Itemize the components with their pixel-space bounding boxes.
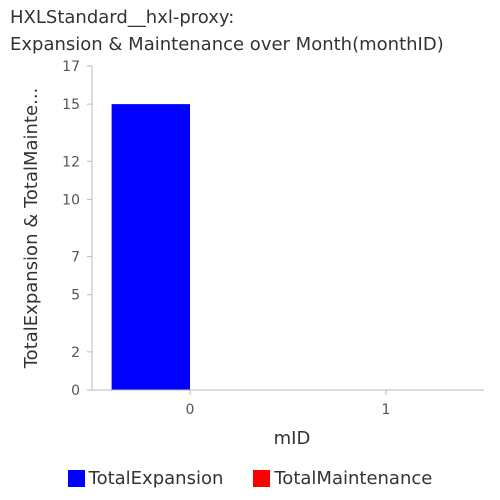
x-axis-title: mID — [274, 428, 311, 449]
legend: TotalExpansion TotalMaintenance — [0, 465, 500, 491]
legend-swatch-total-expansion — [67, 469, 85, 487]
y-tick-label: 15 — [62, 97, 80, 113]
y-tick-label: 0 — [71, 383, 80, 399]
legend-item-total-expansion[interactable]: TotalExpansion — [67, 467, 224, 489]
chart-title-line-1: HXLStandard__hxl-proxy: — [10, 7, 235, 28]
bar — [111, 104, 190, 390]
y-tick-label: 12 — [62, 154, 80, 170]
x-tick-label: 1 — [382, 402, 391, 418]
y-tick-label: 10 — [62, 192, 80, 208]
y-tick-label: 7 — [71, 250, 80, 266]
bars-group — [111, 104, 190, 390]
axes-group — [91, 66, 484, 391]
y-tick-label: 2 — [71, 345, 80, 361]
chart-title-line-2: Expansion & Maintenance over Month(month… — [10, 34, 444, 55]
y-tick-label: 5 — [71, 288, 80, 304]
legend-item-total-maintenance[interactable]: TotalMaintenance — [253, 468, 432, 489]
legend-label-total-expansion: TotalExpansion — [88, 467, 224, 489]
legend-swatch-total-maintenance — [253, 469, 271, 487]
y-tick-label: 17 — [62, 59, 80, 75]
x-tick-label: 0 — [186, 402, 195, 418]
legend-label-total-maintenance: TotalMaintenance — [274, 467, 433, 489]
y-axis-title: TotalExpansion & TotalMainte... — [21, 88, 42, 370]
y-ticks-group: 0 2 5 7 10 12 15 17 — [62, 59, 92, 399]
